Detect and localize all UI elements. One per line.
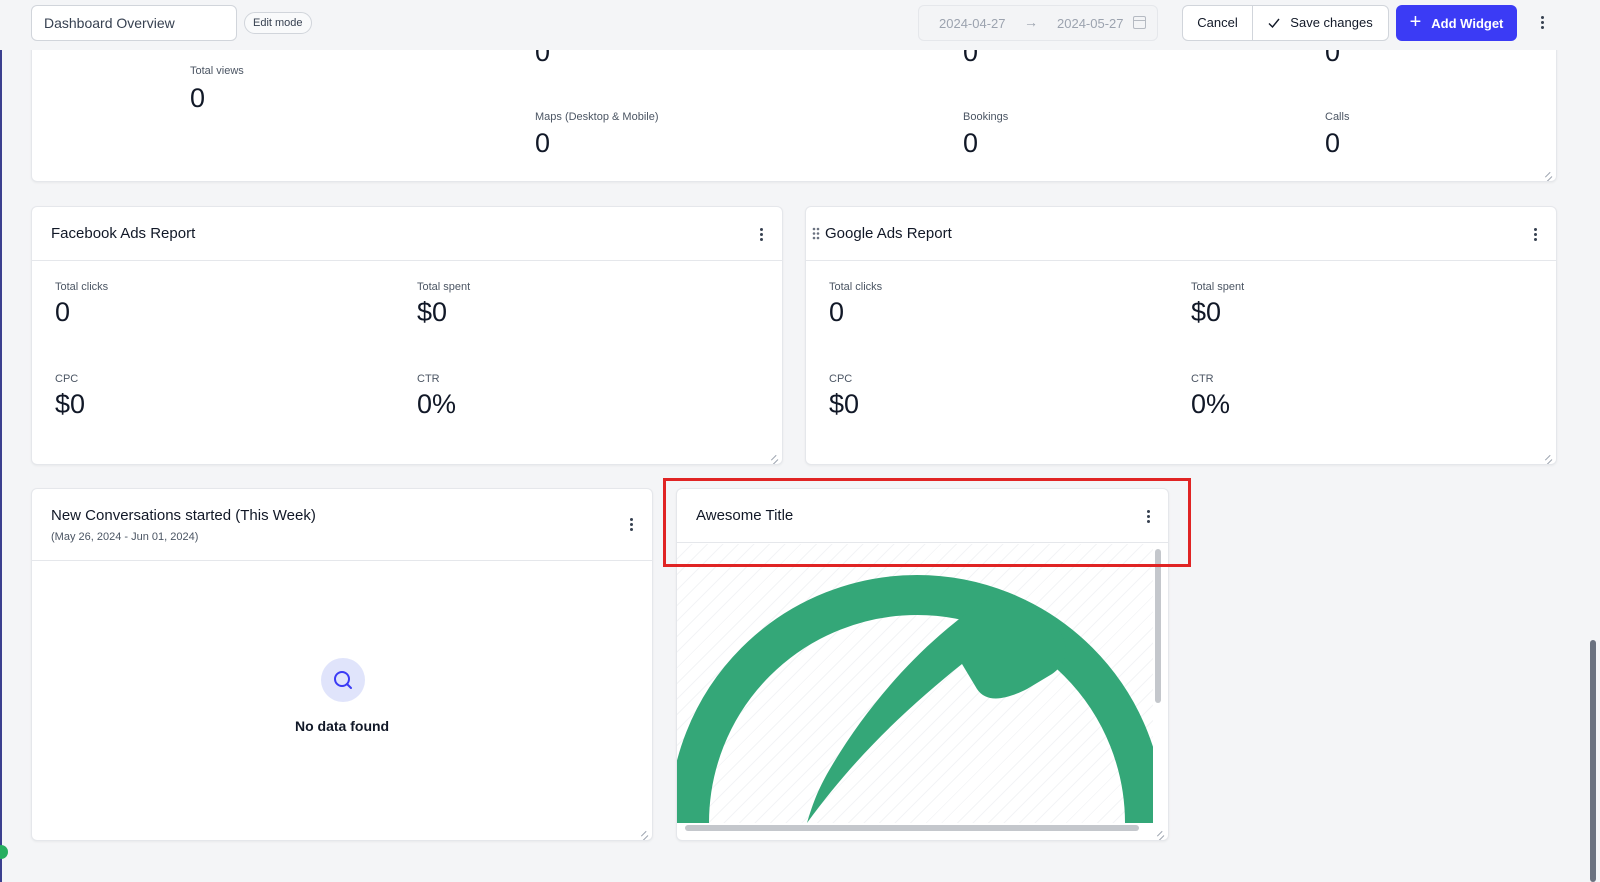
- phone-icon: [677, 575, 1153, 823]
- calendar-icon: [1133, 16, 1146, 29]
- window-left-edge: [0, 0, 2, 882]
- card-header: Google Ads Report: [806, 207, 1556, 261]
- total-spent-label: Total spent: [417, 281, 471, 293]
- total-spent-value: $0: [1191, 297, 1222, 327]
- cpc-value: $0: [55, 389, 86, 419]
- card-menu-icon[interactable]: [1534, 228, 1538, 243]
- card-menu-icon[interactable]: [760, 228, 764, 243]
- cpc-value: $0: [829, 389, 860, 419]
- edit-mode-badge: Edit mode: [244, 12, 312, 34]
- google-ads-card: Google Ads Report Total clicks 0 Total s…: [805, 206, 1557, 465]
- total-views-label: Total views: [190, 65, 244, 77]
- card-title: Facebook Ads Report: [51, 225, 196, 242]
- total-clicks-label: Total clicks: [55, 281, 109, 293]
- more-options-icon[interactable]: [1541, 16, 1545, 31]
- total-views-value: 0: [190, 83, 206, 113]
- edit-actions: Cancel Save changes: [1182, 5, 1389, 41]
- arrow-right-icon: →: [1024, 14, 1038, 30]
- ctr-label: CTR: [1191, 373, 1214, 385]
- awesome-title-card: Awesome Title: [676, 488, 1169, 841]
- calls-label: Calls: [1325, 111, 1350, 123]
- ctr-label: CTR: [417, 373, 440, 385]
- date-range-picker[interactable]: 2024-04-27 → 2024-05-27: [918, 5, 1158, 41]
- resize-handle[interactable]: [1152, 824, 1164, 836]
- total-clicks-value: 0: [829, 297, 845, 327]
- calls-value: 0: [1325, 128, 1341, 158]
- card-header: Awesome Title: [677, 489, 1168, 543]
- empty-state-icon: [321, 658, 365, 702]
- card-header: Facebook Ads Report: [32, 207, 782, 261]
- cancel-button[interactable]: Cancel: [1183, 6, 1253, 40]
- cpc-label: CPC: [829, 373, 853, 385]
- check-icon: [1268, 18, 1280, 29]
- drag-handle-icon[interactable]: [812, 227, 820, 240]
- dashboard-toolbar: Dashboard Overview Edit mode 2024-04-27 …: [0, 0, 1586, 50]
- vertical-scrollbar[interactable]: [1155, 549, 1161, 703]
- save-changes-label: Save changes: [1290, 15, 1373, 30]
- add-widget-button[interactable]: + Add Widget: [1396, 5, 1517, 41]
- highlight-box: [663, 478, 1191, 567]
- ctr-value: 0%: [417, 389, 457, 419]
- image-viewport: [677, 544, 1153, 823]
- dashboard-name-input[interactable]: Dashboard Overview: [31, 5, 237, 41]
- total-clicks-value: 0: [55, 297, 71, 327]
- bookings-value: 0: [963, 128, 979, 158]
- card-title: Awesome Title: [696, 507, 794, 524]
- date-from: 2024-04-27: [939, 16, 1006, 31]
- add-widget-label: Add Widget: [1431, 15, 1504, 31]
- status-dot: [0, 845, 8, 859]
- plus-icon: +: [1409, 11, 1422, 33]
- facebook-ads-card: Facebook Ads Report Total clicks 0 Total…: [31, 206, 783, 465]
- resize-handle[interactable]: [1540, 448, 1552, 460]
- cpc-label: CPC: [55, 373, 79, 385]
- total-spent-value: $0: [417, 297, 448, 327]
- page-scrollbar[interactable]: [1590, 640, 1596, 882]
- total-clicks-label: Total clicks: [829, 281, 883, 293]
- maps-label: Maps (Desktop & Mobile): [535, 111, 659, 123]
- resize-handle[interactable]: [636, 824, 648, 836]
- card-title: Google Ads Report: [825, 225, 952, 242]
- conversations-card: New Conversations started (This Week) (M…: [31, 488, 653, 841]
- card-menu-icon[interactable]: [630, 518, 634, 533]
- horizontal-scrollbar[interactable]: [685, 825, 1139, 831]
- maps-value: 0: [535, 128, 551, 158]
- ctr-value: 0%: [1191, 389, 1231, 419]
- search-icon: [334, 671, 352, 689]
- empty-state-text: No data found: [295, 718, 390, 734]
- card-menu-icon[interactable]: [1147, 510, 1151, 525]
- date-to: 2024-05-27: [1057, 16, 1124, 31]
- card-header: New Conversations started (This Week) (M…: [32, 489, 652, 561]
- total-spent-label: Total spent: [1191, 281, 1245, 293]
- card-subtitle: (May 26, 2024 - Jun 01, 2024): [51, 531, 199, 543]
- resize-handle[interactable]: [1540, 165, 1552, 177]
- bookings-label: Bookings: [963, 111, 1009, 123]
- save-changes-button[interactable]: Save changes: [1253, 6, 1388, 40]
- card-title: New Conversations started (This Week): [51, 507, 316, 524]
- resize-handle[interactable]: [766, 448, 778, 460]
